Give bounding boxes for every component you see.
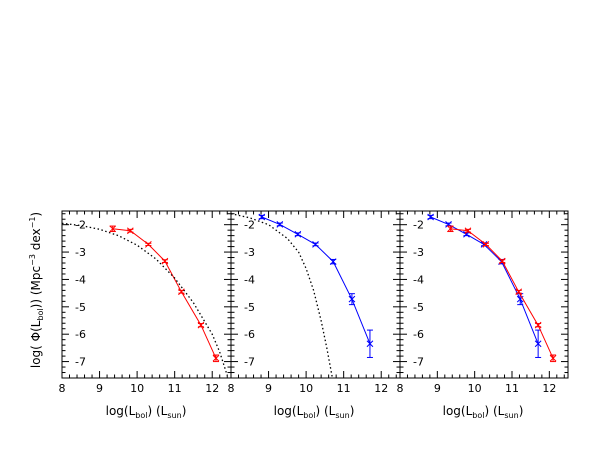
x-tick-label: 9 <box>265 382 272 395</box>
x-axis-label-1: log(Lbol) (Lsun) <box>106 404 187 420</box>
y-tick-label: -7 <box>413 356 424 369</box>
x-tick-label: 12 <box>374 382 388 395</box>
panel-frame <box>230 210 401 379</box>
y-tick-label: -5 <box>244 301 255 314</box>
data-line <box>112 228 217 359</box>
y-axis-label: log( Φ(Lbol)) (Mpc−3 dex−1) <box>28 212 45 368</box>
series-2 <box>231 213 334 378</box>
series-2 <box>447 225 557 363</box>
x-axis-label-2: log(Lbol) (Lsun) <box>274 404 355 420</box>
y-tick-label: -4 <box>75 273 86 286</box>
x-tick-label: 11 <box>505 382 519 395</box>
y-tick-label: -3 <box>413 246 424 259</box>
x-tick-label: 8 <box>397 382 404 395</box>
panel-1: 8 9 10 11 12 -2 -3 -4 -5 -6 -7 <box>59 210 232 395</box>
y-tick-label: -7 <box>75 356 86 369</box>
y-tick-label: -6 <box>244 328 255 341</box>
x-tick-label: 11 <box>337 382 351 395</box>
x-tick-label: 10 <box>130 382 144 395</box>
x-tick-label: 10 <box>299 382 313 395</box>
x-tick-label: 8 <box>228 382 235 395</box>
y-tick-label: -3 <box>244 246 255 259</box>
series-1 <box>427 213 542 358</box>
y-tick-label: -2 <box>75 219 86 232</box>
y-tick-label: -5 <box>413 301 424 314</box>
y-tick-label: -2 <box>413 219 424 232</box>
y-tick-label: -6 <box>75 328 86 341</box>
y-tick-label: -6 <box>413 328 424 341</box>
series-1 <box>258 213 374 358</box>
series-2 <box>62 222 228 376</box>
panel-3: 8 9 10 11 12 -2 -3 -4 -5 -6 -7 <box>397 210 569 395</box>
panel-frame <box>61 210 232 379</box>
x-tick-label: 9 <box>434 382 441 395</box>
y-tick-label: -4 <box>244 273 255 286</box>
y-tick-label: -5 <box>75 301 86 314</box>
x-tick-label: 12 <box>205 382 219 395</box>
data-line <box>261 216 371 344</box>
y-tick-label: -2 <box>244 219 255 232</box>
series-1 <box>109 225 220 363</box>
y-tick-label: -4 <box>413 273 424 286</box>
x-axis-label-3: log(Lbol) (Lsun) <box>443 404 524 420</box>
panel-2: 8 9 10 11 12 -2 -3 -4 -5 -6 -7 <box>228 210 401 395</box>
model-curve <box>62 222 228 376</box>
x-tick-label: 8 <box>59 382 66 395</box>
model-curve <box>231 213 334 378</box>
x-tick-label: 12 <box>542 382 556 395</box>
data-line <box>430 216 539 344</box>
x-tick-label: 10 <box>468 382 482 395</box>
y-tick-label: -7 <box>244 356 255 369</box>
panel-frame <box>399 210 569 379</box>
y-tick-label: -3 <box>75 246 86 259</box>
x-tick-label: 9 <box>96 382 103 395</box>
x-tick-label: 11 <box>168 382 182 395</box>
